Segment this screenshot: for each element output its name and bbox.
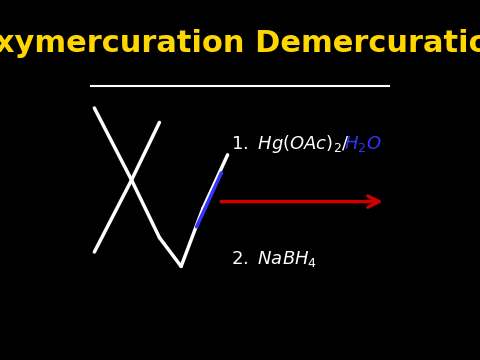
Text: $H_2O$: $H_2O$	[344, 134, 381, 154]
Text: $2.\ NaBH_4$: $2.\ NaBH_4$	[231, 249, 317, 269]
Text: $1.\ Hg(OAc)_2/$: $1.\ Hg(OAc)_2/$	[231, 133, 349, 155]
Text: Oxymercuration Demercuration: Oxymercuration Demercuration	[0, 29, 480, 58]
